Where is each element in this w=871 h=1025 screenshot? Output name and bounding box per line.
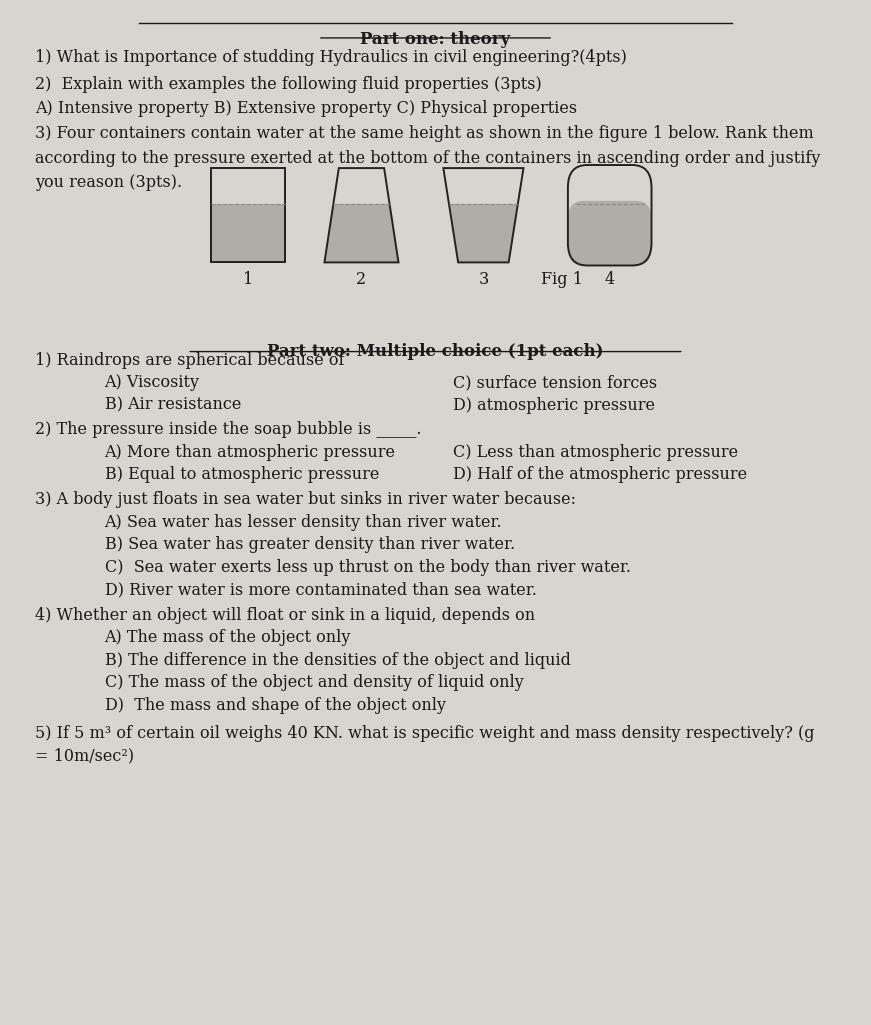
- Text: D) Half of the atmospheric pressure: D) Half of the atmospheric pressure: [453, 466, 747, 484]
- FancyBboxPatch shape: [568, 201, 652, 265]
- Text: according to the pressure exerted at the bottom of the containers in ascending o: according to the pressure exerted at the…: [35, 150, 820, 167]
- Text: C)  Sea water exerts less up thrust on the body than river water.: C) Sea water exerts less up thrust on th…: [105, 559, 631, 576]
- Text: 2) The pressure inside the soap bubble is _____.: 2) The pressure inside the soap bubble i…: [35, 421, 422, 439]
- Text: C) Less than atmospheric pressure: C) Less than atmospheric pressure: [453, 444, 738, 461]
- Text: A) More than atmospheric pressure: A) More than atmospheric pressure: [105, 444, 395, 461]
- Text: 1) What is Importance of studding Hydraulics in civil engineering?(4pts): 1) What is Importance of studding Hydrau…: [35, 49, 627, 67]
- Text: C) The mass of the object and density of liquid only: C) The mass of the object and density of…: [105, 674, 523, 692]
- Text: 3) A body just floats in sea water but sinks in river water because:: 3) A body just floats in sea water but s…: [35, 491, 576, 508]
- Text: Fig 1: Fig 1: [541, 271, 583, 288]
- Text: 1) Raindrops are spherical because of: 1) Raindrops are spherical because of: [35, 352, 344, 369]
- Text: 2: 2: [356, 271, 367, 288]
- Polygon shape: [449, 204, 518, 262]
- Bar: [211, 168, 285, 262]
- Text: Part one: theory: Part one: theory: [361, 31, 510, 48]
- Text: B) Equal to atmospheric pressure: B) Equal to atmospheric pressure: [105, 466, 379, 484]
- Text: A) The mass of the object only: A) The mass of the object only: [105, 629, 351, 647]
- Text: A) Viscosity: A) Viscosity: [105, 374, 199, 392]
- Text: = 10m/sec²): = 10m/sec²): [35, 747, 134, 765]
- Text: 3: 3: [478, 271, 489, 288]
- Bar: [211, 204, 285, 262]
- Text: D) River water is more contaminated than sea water.: D) River water is more contaminated than…: [105, 581, 537, 599]
- Text: B) Air resistance: B) Air resistance: [105, 397, 241, 414]
- Text: D) atmospheric pressure: D) atmospheric pressure: [453, 397, 655, 414]
- Text: B) The difference in the densities of the object and liquid: B) The difference in the densities of th…: [105, 652, 571, 669]
- Text: 3) Four containers contain water at the same height as shown in the figure 1 bel: 3) Four containers contain water at the …: [35, 125, 814, 142]
- Text: A) Sea water has lesser density than river water.: A) Sea water has lesser density than riv…: [105, 514, 503, 531]
- Text: C) surface tension forces: C) surface tension forces: [453, 374, 657, 392]
- Polygon shape: [324, 204, 398, 262]
- Text: A) Intensive property B) Extensive property C) Physical properties: A) Intensive property B) Extensive prope…: [35, 100, 577, 118]
- Text: Part two: Multiple choice (1pt each): Part two: Multiple choice (1pt each): [267, 343, 604, 361]
- Text: 2)  Explain with examples the following fluid properties (3pts): 2) Explain with examples the following f…: [35, 76, 542, 93]
- Text: 5) If 5 m³ of certain oil weighs 40 KN. what is specific weight and mass density: 5) If 5 m³ of certain oil weighs 40 KN. …: [35, 725, 814, 742]
- Text: D)  The mass and shape of the object only: D) The mass and shape of the object only: [105, 697, 446, 714]
- Text: 4) Whether an object will float or sink in a liquid, depends on: 4) Whether an object will float or sink …: [35, 607, 535, 624]
- Text: 1: 1: [243, 271, 253, 288]
- Text: B) Sea water has greater density than river water.: B) Sea water has greater density than ri…: [105, 536, 515, 554]
- Text: 4: 4: [604, 271, 615, 288]
- Text: you reason (3pts).: you reason (3pts).: [35, 174, 182, 192]
